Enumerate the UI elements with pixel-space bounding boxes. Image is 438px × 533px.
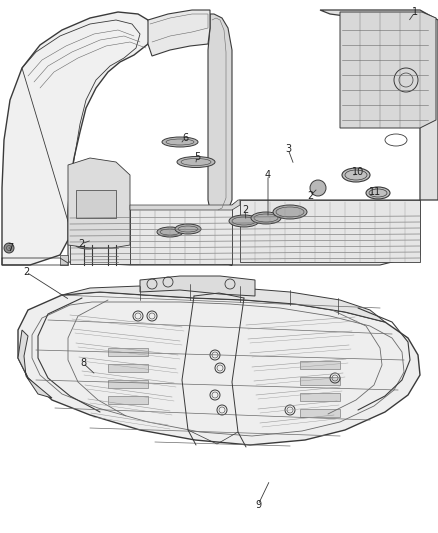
Polygon shape bbox=[62, 286, 385, 322]
Text: 8: 8 bbox=[80, 358, 86, 368]
Polygon shape bbox=[240, 200, 420, 262]
Ellipse shape bbox=[229, 215, 259, 227]
Ellipse shape bbox=[177, 157, 215, 167]
FancyBboxPatch shape bbox=[108, 380, 148, 388]
Text: 10: 10 bbox=[352, 167, 364, 177]
Polygon shape bbox=[340, 12, 436, 128]
Polygon shape bbox=[60, 255, 68, 265]
Polygon shape bbox=[130, 208, 232, 264]
Polygon shape bbox=[68, 158, 130, 248]
Ellipse shape bbox=[273, 205, 307, 219]
Polygon shape bbox=[140, 276, 255, 296]
FancyBboxPatch shape bbox=[108, 348, 148, 356]
Text: 11: 11 bbox=[369, 187, 381, 197]
Polygon shape bbox=[76, 190, 116, 218]
Text: 7: 7 bbox=[7, 243, 13, 253]
Circle shape bbox=[310, 180, 326, 196]
Text: 2: 2 bbox=[307, 191, 313, 201]
Text: 4: 4 bbox=[265, 170, 271, 180]
Polygon shape bbox=[130, 200, 240, 210]
Text: 1: 1 bbox=[412, 7, 418, 17]
FancyBboxPatch shape bbox=[300, 361, 340, 369]
FancyBboxPatch shape bbox=[300, 393, 340, 401]
Polygon shape bbox=[320, 10, 438, 200]
Text: 5: 5 bbox=[194, 152, 200, 162]
Text: 9: 9 bbox=[255, 500, 261, 510]
Polygon shape bbox=[208, 14, 232, 215]
Polygon shape bbox=[68, 200, 420, 265]
Text: 2: 2 bbox=[23, 267, 29, 277]
Polygon shape bbox=[18, 330, 52, 398]
Polygon shape bbox=[2, 12, 152, 265]
Ellipse shape bbox=[157, 227, 183, 237]
Text: 6: 6 bbox=[182, 133, 188, 143]
Text: 3: 3 bbox=[285, 144, 291, 154]
FancyBboxPatch shape bbox=[300, 377, 340, 385]
Ellipse shape bbox=[251, 212, 281, 224]
FancyBboxPatch shape bbox=[300, 409, 340, 417]
Text: 2: 2 bbox=[242, 205, 248, 215]
Ellipse shape bbox=[162, 137, 198, 147]
Ellipse shape bbox=[366, 187, 390, 199]
FancyBboxPatch shape bbox=[108, 364, 148, 372]
Ellipse shape bbox=[342, 168, 370, 182]
Polygon shape bbox=[148, 10, 210, 56]
Text: 2: 2 bbox=[78, 239, 84, 249]
Polygon shape bbox=[70, 212, 130, 264]
Ellipse shape bbox=[175, 224, 201, 234]
FancyBboxPatch shape bbox=[108, 396, 148, 404]
Ellipse shape bbox=[93, 235, 119, 245]
Polygon shape bbox=[18, 292, 420, 445]
Circle shape bbox=[4, 243, 14, 253]
Ellipse shape bbox=[75, 239, 101, 249]
